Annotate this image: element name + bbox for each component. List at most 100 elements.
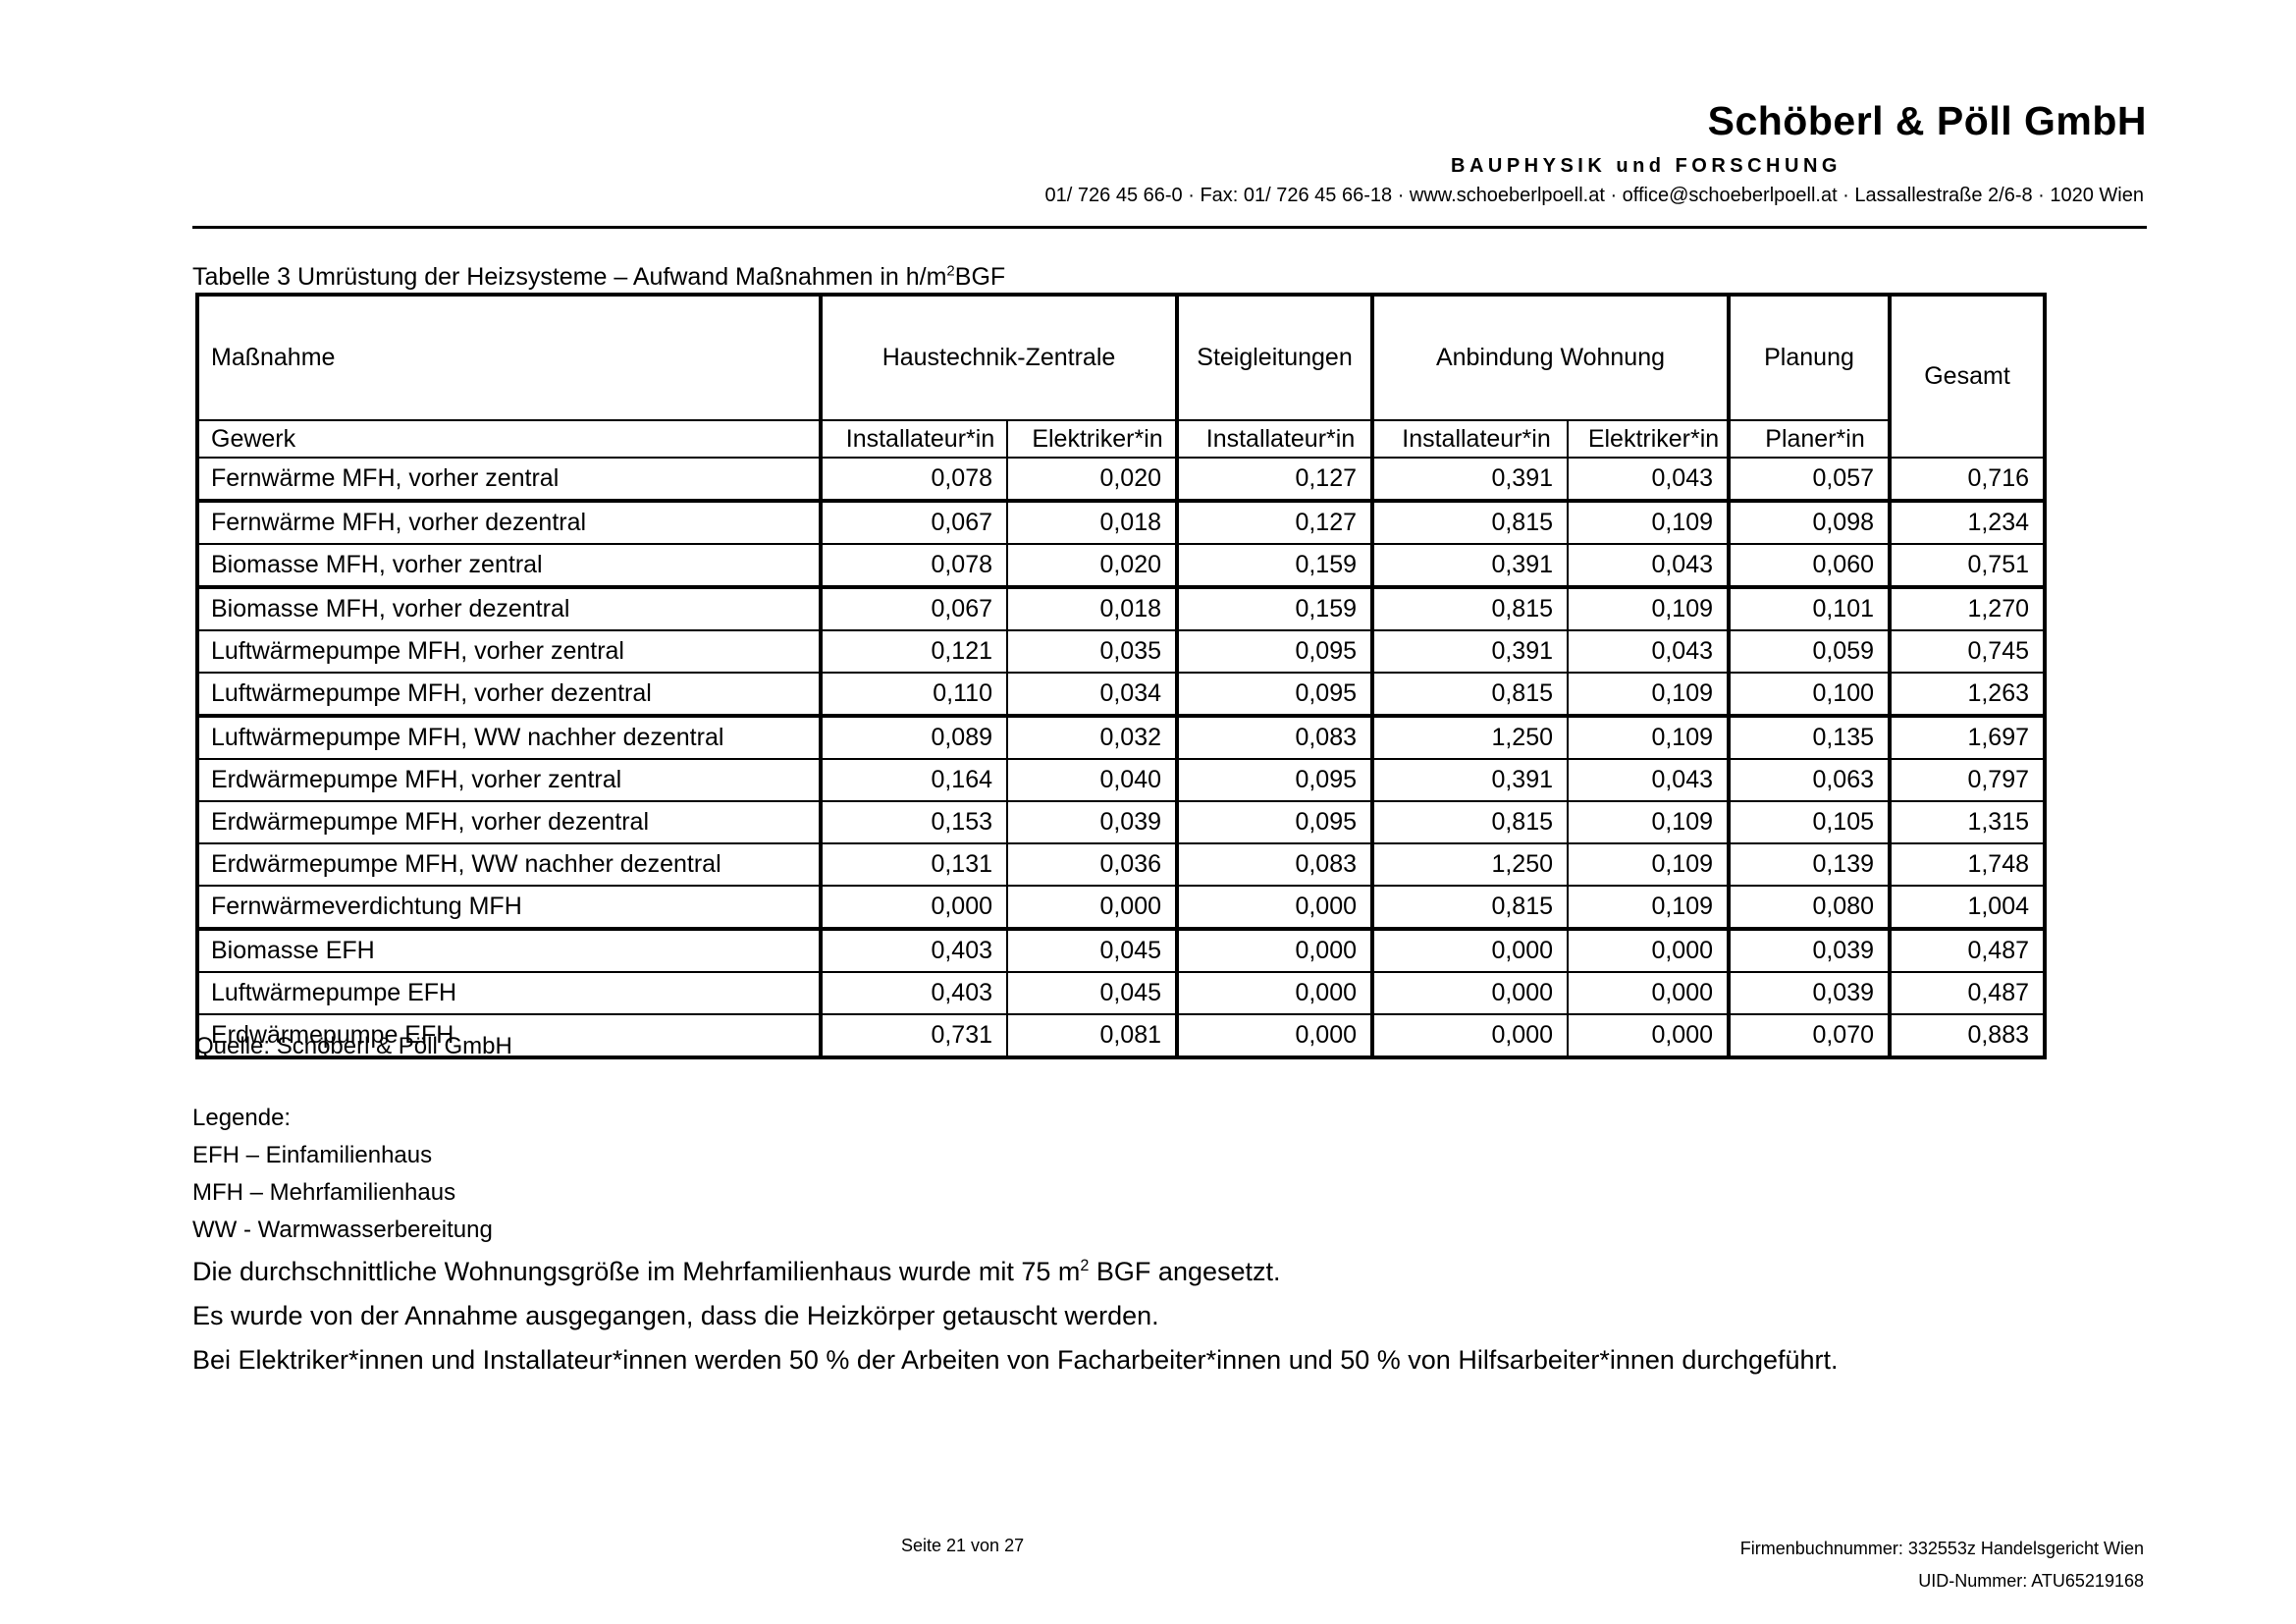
value-cell: 0,045: [1006, 928, 1179, 973]
value-cell: 0,109: [1567, 715, 1731, 760]
contact-line: 01/ 726 45 66-0 · Fax: 01/ 726 45 66-18 …: [1044, 185, 2144, 206]
value-cell: 0,100: [1728, 672, 1892, 718]
table-row: Erdwärmepumpe MFH, vorher zentral 0,164 0,…: [196, 758, 2046, 802]
page-number: Seite 21 von 27: [901, 1536, 1025, 1555]
value-cell: 0,109: [1567, 800, 1731, 844]
value-cell: 0,135: [1728, 715, 1892, 760]
value-cell: 0,020: [1006, 457, 1179, 503]
legend-item-ww: WW - Warmwasserbereitung: [192, 1217, 493, 1243]
value-cell: 0,018: [1006, 500, 1179, 545]
row-measure-name: Erdwärmepumpe EFH: [196, 1013, 823, 1058]
value-cell: 0,127: [1176, 500, 1374, 545]
value-cell: 0,815: [1371, 885, 1569, 931]
table-head: Maßnahme Haustechnik-Zentrale Steigleitung…: [196, 294, 2046, 459]
value-cell: 0,109: [1567, 500, 1731, 545]
value-cell: 0,034: [1006, 672, 1179, 718]
value-cell: 0,020: [1006, 543, 1179, 589]
value-cell: 1,250: [1371, 842, 1569, 887]
value-cell: 0,043: [1567, 543, 1731, 589]
value-cell: 1,748: [1889, 842, 2046, 887]
value-cell: 0,121: [820, 629, 1008, 674]
column-sub-header: Installateur*in: [1176, 419, 1374, 459]
company-register-number: Firmenbuchnummer: 332553z Handelsgericht…: [1739, 1539, 2144, 1558]
value-cell: 0,815: [1371, 800, 1569, 844]
value-cell: 0,040: [1006, 758, 1179, 802]
value-cell: 1,250: [1371, 715, 1569, 760]
value-cell: 0,067: [820, 586, 1008, 631]
table-row: Fernwärmeverdichtung MFH 0,000 0,000 0,000 0…: [196, 885, 2046, 931]
value-cell: 0,745: [1889, 629, 2046, 674]
table-row: Fernwärme MFH, vorher dezentral 0,067 0,01…: [196, 500, 2046, 545]
value-cell: 0,000: [1176, 1013, 1374, 1058]
value-cell: 0,078: [820, 457, 1008, 503]
value-cell: 0,751: [1889, 543, 2046, 589]
value-cell: 0,083: [1176, 842, 1374, 887]
value-cell: 0,036: [1006, 842, 1179, 887]
table-title: Tabelle 3 Umrüstung der Heizsysteme – Au…: [192, 263, 1005, 292]
group-header: Anbindung Wohnung: [1371, 294, 1731, 421]
value-cell: 0,159: [1176, 543, 1374, 589]
value-cell: 0,095: [1176, 800, 1374, 844]
table-row: Luftwärmepumpe MFH, vorher dezentral 0,11…: [196, 672, 2046, 718]
value-cell: 0,080: [1728, 885, 1892, 931]
value-cell: 0,109: [1567, 672, 1731, 718]
row-measure-name: Luftwärmepumpe EFH: [196, 971, 823, 1015]
value-cell: 0,089: [820, 715, 1008, 760]
value-cell: 1,004: [1889, 885, 2046, 931]
note-radiators: Es wurde von der Annahme ausgegangen, da…: [192, 1301, 1159, 1330]
value-cell: 0,045: [1006, 971, 1179, 1015]
row-measure-name: Biomasse MFH, vorher dezentral: [196, 586, 823, 631]
value-cell: 0,487: [1889, 928, 2046, 973]
column-sub-header: Installateur*in: [1371, 419, 1569, 459]
note-flat-size-text: Die durchschnittliche Wohnungsgröße im M…: [192, 1257, 1081, 1286]
value-cell: 0,716: [1889, 457, 2046, 503]
value-cell: 0,067: [820, 500, 1008, 545]
row-measure-name: Biomasse MFH, vorher zentral: [196, 543, 823, 589]
value-cell: 0,060: [1728, 543, 1892, 589]
group-header: Planung: [1728, 294, 1892, 421]
value-cell: 0,391: [1371, 758, 1569, 802]
column-sub-header: Planer*in: [1728, 419, 1892, 459]
note-flat-size-suffix: BGF angesetzt.: [1089, 1257, 1281, 1286]
value-cell: 0,043: [1567, 758, 1731, 802]
value-cell: 1,315: [1889, 800, 2046, 844]
value-cell: 0,391: [1371, 543, 1569, 589]
value-cell: 0,164: [820, 758, 1008, 802]
value-cell: 0,000: [1371, 1013, 1569, 1058]
column-sub-header: Elektriker*in: [1567, 419, 1731, 459]
table-title-text: Tabelle 3 Umrüstung der Heizsysteme – Au…: [192, 263, 947, 291]
value-cell: 0,110: [820, 672, 1008, 718]
value-cell: 0,035: [1006, 629, 1179, 674]
legend-item-mfh: MFH – Mehrfamilienhaus: [192, 1179, 456, 1206]
value-cell: 0,059: [1728, 629, 1892, 674]
value-cell: 0,000: [1567, 928, 1731, 973]
company-division: BAUPHYSIK und FORSCHUNG: [1451, 155, 1842, 177]
value-cell: 0,057: [1728, 457, 1892, 503]
value-cell: 0,000: [820, 885, 1008, 931]
row-measure-name: Luftwärmepumpe MFH, vorher dezentral: [196, 672, 823, 718]
value-cell: 0,815: [1371, 672, 1569, 718]
value-cell: 0,127: [1176, 457, 1374, 503]
value-cell: 0,109: [1567, 842, 1731, 887]
row-measure-name: Fernwärme MFH, vorher zentral: [196, 457, 823, 503]
column-sub-header: Elektriker*in: [1006, 419, 1179, 459]
row-measure-name: Erdwärmepumpe MFH, WW nachher dezentral: [196, 842, 823, 887]
value-cell: 0,078: [820, 543, 1008, 589]
value-cell: 0,101: [1728, 586, 1892, 631]
value-cell: 0,000: [1371, 928, 1569, 973]
value-cell: 0,797: [1889, 758, 2046, 802]
note-flat-size: Die durchschnittliche Wohnungsgröße im M…: [192, 1258, 1839, 1285]
value-cell: 0,403: [820, 971, 1008, 1015]
value-cell: 0,081: [1006, 1013, 1179, 1058]
value-cell: 0,098: [1728, 500, 1892, 545]
value-cell: 0,000: [1176, 885, 1374, 931]
value-cell: 0,000: [1176, 971, 1374, 1015]
footer-legal: Firmenbuchnummer: 332553z Handelsgericht…: [1740, 1533, 2144, 1597]
value-cell: 0,391: [1371, 629, 1569, 674]
value-cell: 0,000: [1371, 971, 1569, 1015]
value-cell: 0,109: [1567, 885, 1731, 931]
table-row: Biomasse EFH 0,403 0,045 0,000 0,000 0,000 0,0…: [196, 928, 2046, 973]
value-cell: 1,270: [1889, 586, 2046, 631]
column-header-gesamt: Gesamt: [1889, 294, 2046, 459]
table-row: Luftwärmepumpe MFH, vorher zentral 0,121 0…: [196, 629, 2046, 674]
